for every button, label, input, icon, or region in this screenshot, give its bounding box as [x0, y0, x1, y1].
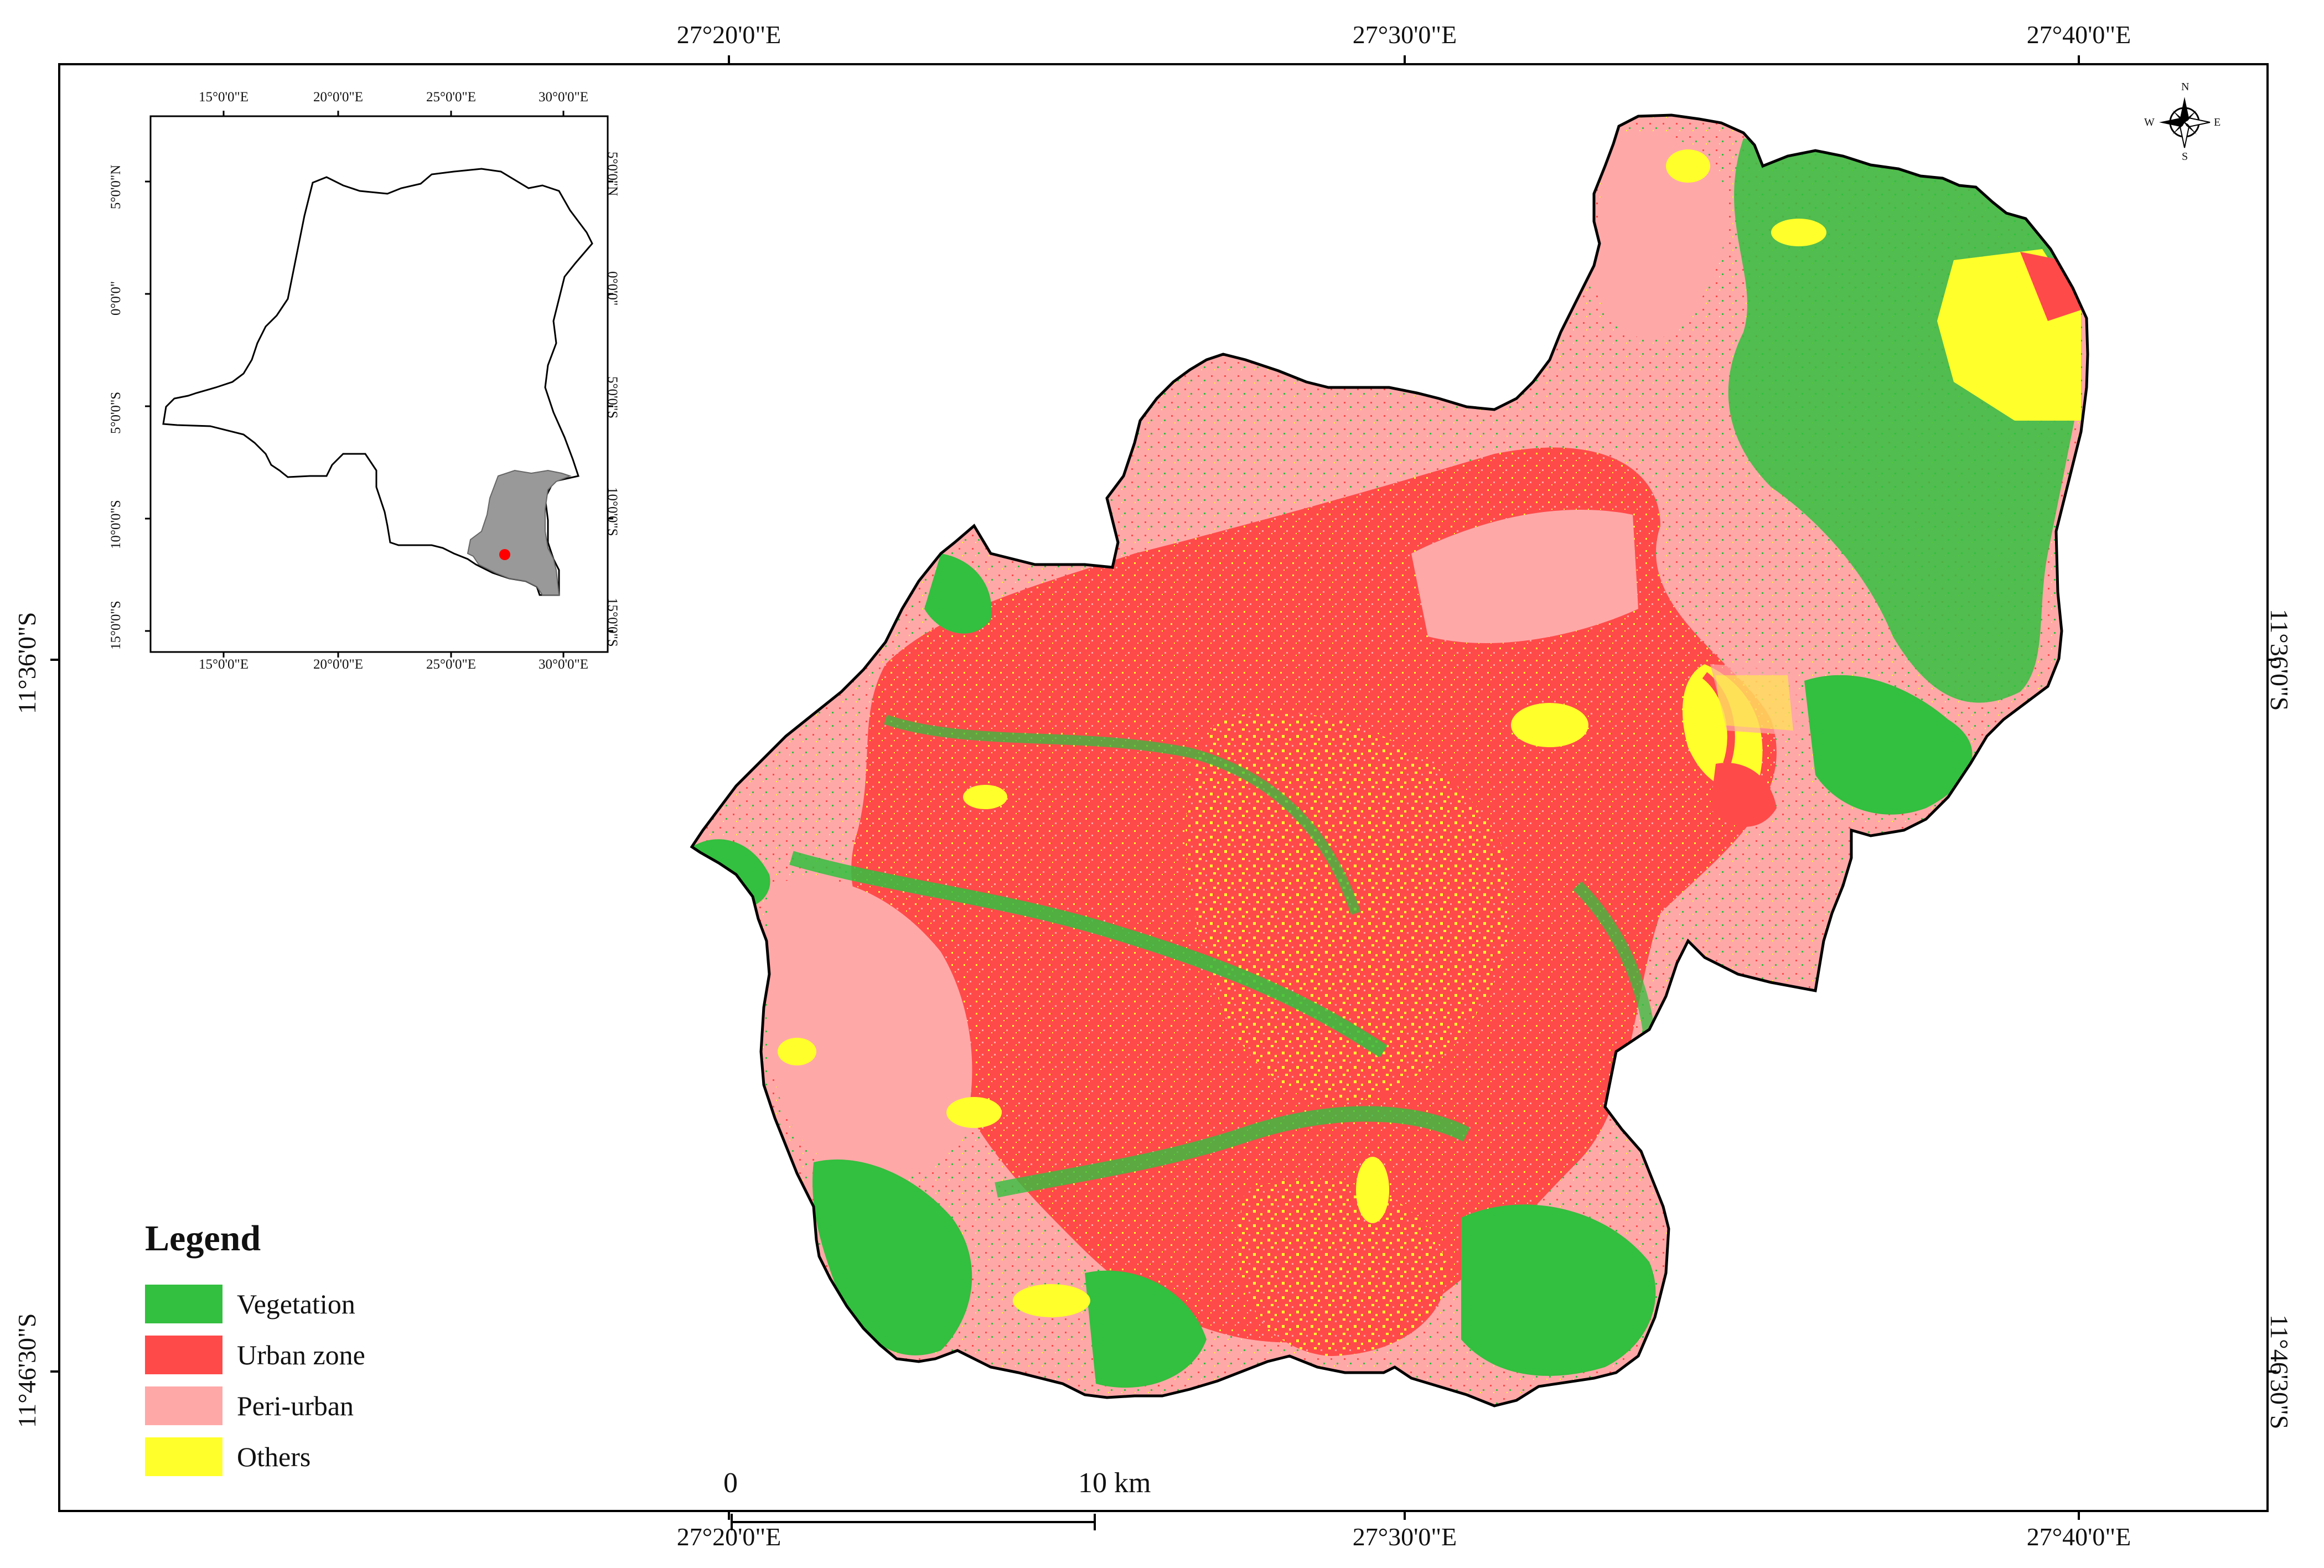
scale-bar — [731, 1514, 1096, 1530]
right-latitude-1: 11°36'0"S — [2265, 609, 2294, 711]
legend-item-peri-urban: Peri-urban — [145, 1380, 365, 1431]
vegetation-southwest — [812, 1159, 972, 1355]
inset-top-longitude-3: 25°0'0"E — [426, 90, 476, 105]
vegetation-corridor-1 — [789, 851, 1388, 1058]
top-longitude-1: 27°20'0"E — [676, 20, 781, 49]
inset-right-latitude-3: 5°0'0"S — [605, 376, 620, 419]
vegetation-northwest — [924, 553, 992, 634]
legend-swatch-others — [145, 1437, 222, 1476]
peri-urban-north-lobe — [1594, 133, 1727, 339]
top-longitude-3: 27°40'0"E — [2026, 20, 2131, 49]
vegetation-corridor-3 — [995, 1106, 1471, 1198]
compass-north-label: N — [2181, 81, 2190, 93]
others-mideast-2 — [1716, 675, 1793, 731]
inset-bottom-longitude-1: 15°0'0"E — [199, 657, 249, 672]
others-patch-2 — [946, 1097, 1002, 1128]
inset-left-latitude-2: 0°0'0" — [108, 281, 123, 315]
compass-west-label: W — [2144, 116, 2155, 128]
inset-top-longitude-2: 20°0'0"E — [313, 90, 363, 105]
left-latitude-1: 11°36'0"S — [13, 612, 41, 714]
inset-top-longitude-4: 30°0'0"E — [539, 90, 588, 105]
peri-urban-north — [1411, 509, 1638, 643]
compass-east-label: E — [2214, 116, 2221, 128]
legend-label-peri-urban: Peri-urban — [237, 1390, 354, 1421]
frame-ticks — [50, 55, 2276, 1520]
drc-outline — [162, 168, 593, 596]
legend-label-urban-zone: Urban zone — [237, 1339, 365, 1370]
legend-title: Legend — [145, 1218, 261, 1259]
vegetation-east — [1804, 675, 1973, 815]
bottom-longitude-1: 27°20'0"E — [676, 1523, 781, 1551]
legend-label-vegetation: Vegetation — [237, 1288, 355, 1319]
left-latitude-2: 11°46'30"S — [13, 1313, 41, 1428]
legend: Legend Vegetation Urban zone Peri-urban … — [145, 1218, 365, 1482]
haut-katanga-region — [467, 469, 572, 596]
scale-end-label: 10 km — [1078, 1467, 1151, 1499]
land-cover-raster — [692, 115, 2088, 1406]
legend-item-urban-zone: Urban zone — [145, 1329, 365, 1380]
inset-left-latitude-4: 10°0'0"S — [108, 500, 123, 549]
compass-rose — [2159, 97, 2211, 148]
others-patch-7 — [1666, 149, 1710, 183]
urban-others-mix-south — [1238, 1179, 1447, 1356]
vegetation-south — [1085, 1270, 1207, 1388]
peri-urban-west — [767, 878, 972, 1176]
others-patch-1 — [963, 785, 1007, 809]
bottom-longitude-2: 27°30'0"E — [1352, 1523, 1457, 1551]
bottom-longitude-3: 27°40'0"E — [2026, 1523, 2131, 1551]
others-patch-6 — [1771, 219, 1826, 246]
vegetation-corridor-2 — [884, 715, 1361, 915]
lubumbashi-marker — [499, 549, 510, 560]
others-patch-4 — [1356, 1157, 1389, 1223]
inset-right-latitude-4: 10°0'0"S — [605, 487, 620, 536]
inset-bottom-longitude-3: 25°0'0"E — [426, 657, 476, 672]
legend-swatch-peri-urban — [145, 1386, 222, 1425]
scale-start-label: 0 — [723, 1467, 738, 1499]
inset-right-latitude-5: 15°0'0"S — [605, 598, 620, 647]
inset-bottom-longitude-2: 20°0'0"E — [313, 657, 363, 672]
inset-left-latitude-1: 5°0'0"N — [108, 164, 123, 209]
others-patch-8 — [778, 1038, 816, 1065]
urban-northeast-patch — [2020, 252, 2081, 321]
others-patch-5 — [1511, 703, 1588, 747]
legend-item-others: Others — [145, 1431, 365, 1482]
inset-bottom-longitude-4: 30°0'0"E — [539, 657, 588, 672]
others-patch-3 — [1013, 1284, 1090, 1317]
right-latitude-2: 11°46'30"S — [2265, 1315, 2294, 1430]
inset-ticks — [145, 111, 613, 658]
legend-label-others: Others — [237, 1441, 311, 1472]
compass-south-label: S — [2182, 151, 2188, 163]
vegetation-southeast — [1461, 1204, 1656, 1376]
inset-map — [145, 111, 613, 658]
inset-top-longitude-1: 15°0'0"E — [199, 90, 249, 105]
inset-left-latitude-3: 5°0'0"S — [108, 391, 123, 434]
urban-mideast-patch — [1710, 763, 1777, 827]
legend-item-vegetation: Vegetation — [145, 1279, 365, 1329]
inset-left-latitude-5: 15°0'0"S — [108, 601, 123, 650]
map-frame — [58, 63, 2269, 1512]
inset-right-latitude-1: 5°0'0"N — [605, 152, 620, 196]
inset-right-latitude-2: 0°0'0" — [605, 271, 620, 306]
top-longitude-2: 27°30'0"E — [1352, 20, 1457, 49]
legend-swatch-vegetation — [145, 1285, 222, 1323]
legend-swatch-urban-zone — [145, 1336, 222, 1374]
